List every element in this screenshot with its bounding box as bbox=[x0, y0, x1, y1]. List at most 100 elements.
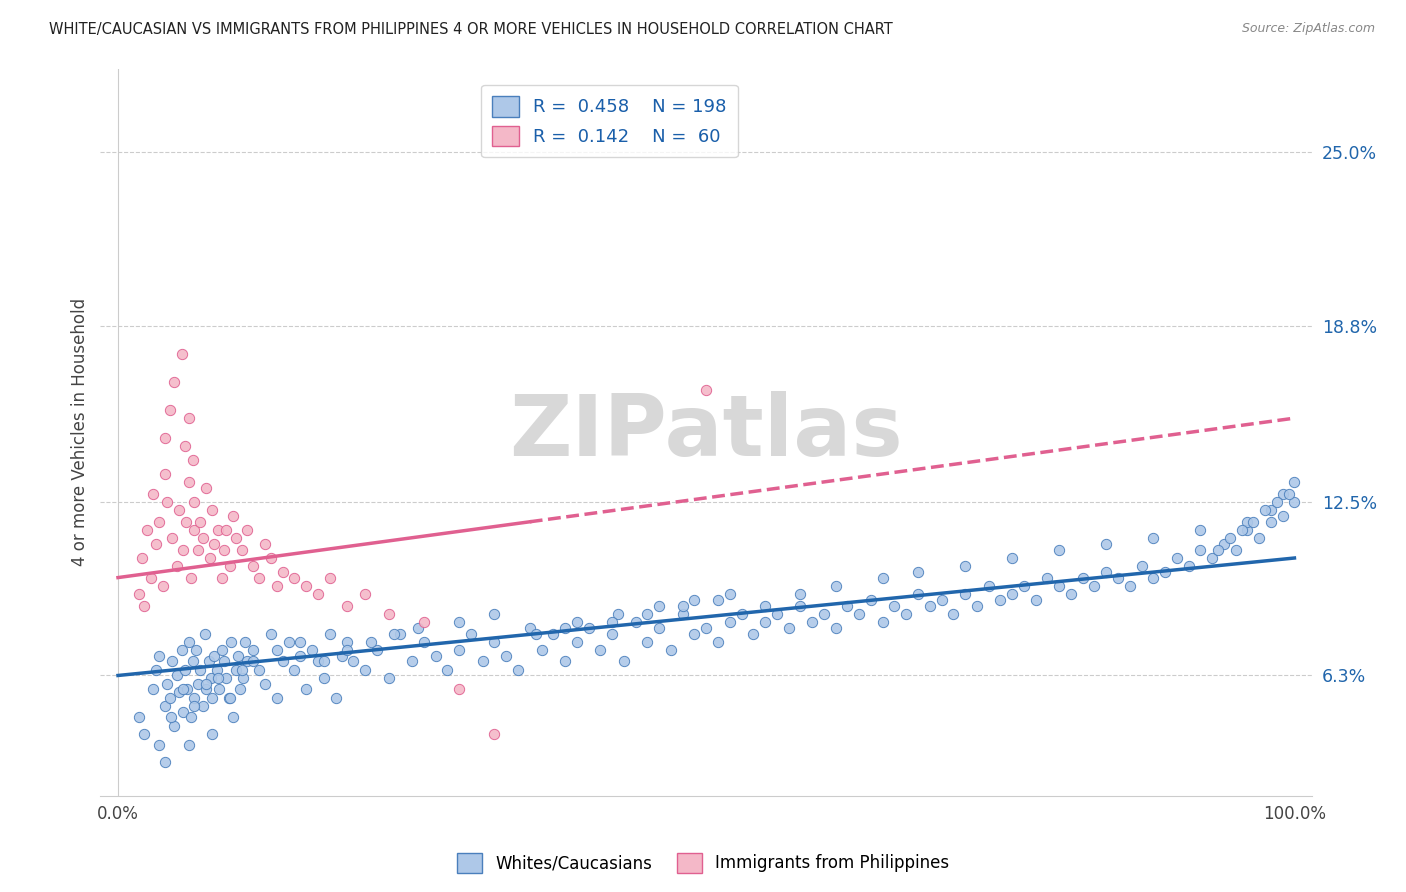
Point bbox=[907, 587, 929, 601]
Point bbox=[132, 599, 155, 613]
Point bbox=[1036, 571, 1059, 585]
Point bbox=[242, 643, 264, 657]
Point bbox=[1012, 579, 1035, 593]
Point bbox=[1260, 503, 1282, 517]
Point bbox=[215, 523, 238, 537]
Point bbox=[336, 643, 359, 657]
Point bbox=[153, 755, 176, 769]
Point bbox=[177, 635, 200, 649]
Point bbox=[145, 663, 167, 677]
Point bbox=[824, 579, 846, 593]
Point bbox=[145, 537, 167, 551]
Point bbox=[247, 571, 270, 585]
Point bbox=[201, 690, 224, 705]
Point bbox=[207, 523, 229, 537]
Point bbox=[360, 635, 382, 649]
Point bbox=[242, 655, 264, 669]
Point bbox=[578, 621, 600, 635]
Point bbox=[176, 682, 198, 697]
Point bbox=[707, 593, 730, 607]
Point bbox=[174, 663, 197, 677]
Point bbox=[167, 503, 190, 517]
Point bbox=[266, 643, 288, 657]
Point bbox=[225, 532, 247, 546]
Point bbox=[212, 655, 235, 669]
Point bbox=[1095, 537, 1118, 551]
Point bbox=[412, 635, 434, 649]
Point bbox=[207, 671, 229, 685]
Point bbox=[366, 643, 388, 657]
Point bbox=[283, 663, 305, 677]
Point bbox=[801, 615, 824, 630]
Point bbox=[336, 635, 359, 649]
Point bbox=[218, 690, 240, 705]
Text: WHITE/CAUCASIAN VS IMMIGRANTS FROM PHILIPPINES 4 OR MORE VEHICLES IN HOUSEHOLD C: WHITE/CAUCASIAN VS IMMIGRANTS FROM PHILI… bbox=[49, 22, 893, 37]
Point bbox=[290, 648, 312, 663]
Point bbox=[319, 571, 342, 585]
Point bbox=[236, 523, 259, 537]
Point bbox=[859, 593, 882, 607]
Point bbox=[307, 587, 329, 601]
Point bbox=[1083, 579, 1105, 593]
Point bbox=[412, 615, 434, 630]
Point bbox=[506, 663, 529, 677]
Point bbox=[1071, 571, 1094, 585]
Point bbox=[295, 682, 318, 697]
Point bbox=[177, 475, 200, 490]
Point bbox=[131, 551, 153, 566]
Point bbox=[471, 655, 494, 669]
Point bbox=[247, 663, 270, 677]
Point bbox=[160, 710, 183, 724]
Point bbox=[226, 648, 249, 663]
Point bbox=[1284, 495, 1306, 509]
Point bbox=[242, 559, 264, 574]
Point bbox=[1265, 495, 1288, 509]
Point bbox=[1254, 503, 1277, 517]
Point bbox=[170, 347, 193, 361]
Point bbox=[695, 621, 717, 635]
Point bbox=[565, 615, 588, 630]
Point bbox=[187, 542, 209, 557]
Legend: Whites/Caucasians, Immigrants from Philippines: Whites/Caucasians, Immigrants from Phili… bbox=[450, 847, 956, 880]
Point bbox=[225, 663, 247, 677]
Point bbox=[1189, 523, 1212, 537]
Point bbox=[218, 559, 240, 574]
Point bbox=[1206, 542, 1229, 557]
Point bbox=[325, 690, 347, 705]
Point bbox=[197, 655, 219, 669]
Point bbox=[172, 705, 194, 719]
Point bbox=[191, 699, 214, 714]
Text: Source: ZipAtlas.com: Source: ZipAtlas.com bbox=[1241, 22, 1375, 36]
Point bbox=[707, 635, 730, 649]
Point bbox=[159, 690, 181, 705]
Point bbox=[354, 587, 377, 601]
Point bbox=[1001, 587, 1024, 601]
Point bbox=[718, 587, 741, 601]
Point bbox=[589, 643, 612, 657]
Point bbox=[195, 481, 218, 495]
Point bbox=[1001, 551, 1024, 566]
Point bbox=[148, 648, 170, 663]
Point bbox=[142, 486, 165, 500]
Point bbox=[789, 587, 811, 601]
Point bbox=[896, 607, 918, 621]
Point bbox=[377, 671, 399, 685]
Point bbox=[231, 542, 253, 557]
Point bbox=[290, 635, 312, 649]
Point bbox=[215, 671, 238, 685]
Point bbox=[613, 655, 636, 669]
Point bbox=[142, 682, 165, 697]
Point bbox=[200, 671, 222, 685]
Point bbox=[128, 710, 150, 724]
Point bbox=[1047, 579, 1070, 593]
Point bbox=[401, 655, 423, 669]
Point bbox=[266, 579, 288, 593]
Point bbox=[218, 690, 240, 705]
Point bbox=[260, 626, 283, 640]
Point bbox=[153, 431, 176, 445]
Point bbox=[266, 690, 288, 705]
Point bbox=[1271, 486, 1294, 500]
Point bbox=[191, 532, 214, 546]
Point bbox=[201, 727, 224, 741]
Point bbox=[156, 677, 179, 691]
